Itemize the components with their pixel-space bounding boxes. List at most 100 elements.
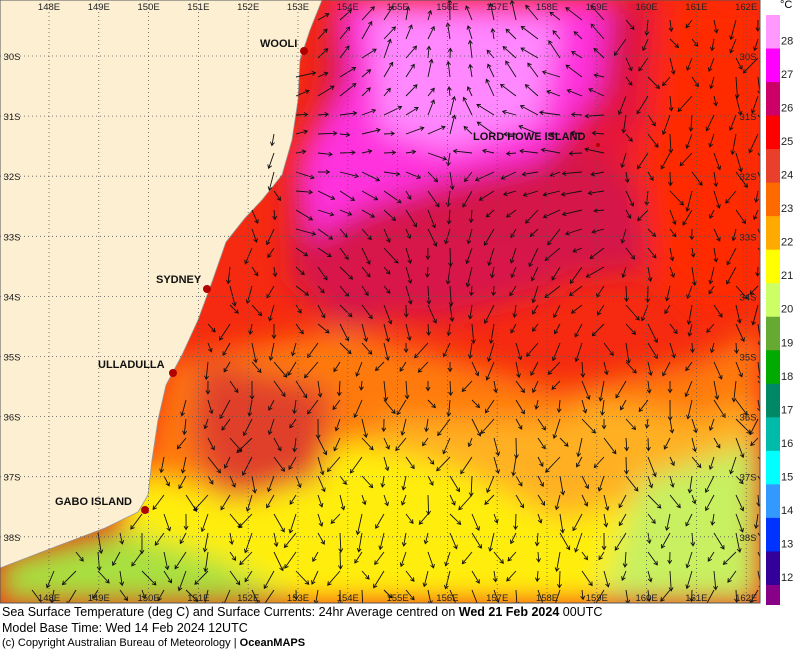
current-arrow xyxy=(229,570,241,586)
current-arrow xyxy=(383,38,392,59)
current-arrow xyxy=(449,513,462,525)
current-arrow xyxy=(405,106,419,116)
current-arrow xyxy=(660,152,671,170)
current-arrow xyxy=(383,285,391,294)
current-arrow xyxy=(317,48,329,59)
current-arrow xyxy=(663,437,671,450)
current-arrow xyxy=(690,247,696,258)
caption-date: Wed 21 Feb 2024 xyxy=(458,605,560,619)
current-arrow xyxy=(295,304,302,314)
latitude-label: 34S xyxy=(740,292,757,303)
current-arrow xyxy=(713,532,725,550)
current-arrow xyxy=(515,361,521,379)
current-arrow xyxy=(317,169,331,175)
current-arrow xyxy=(565,64,583,78)
longitude-label: 156E xyxy=(436,593,458,604)
current-arrow xyxy=(591,228,605,234)
current-arrow xyxy=(646,380,652,394)
current-arrow xyxy=(317,285,325,294)
current-arrow xyxy=(383,304,393,325)
current-arrow xyxy=(378,532,385,551)
current-arrow xyxy=(645,437,651,452)
current-arrow xyxy=(571,51,583,59)
place-marker xyxy=(300,47,308,55)
current-arrow xyxy=(593,456,605,469)
current-arrow xyxy=(735,399,748,416)
current-arrow xyxy=(159,456,165,474)
current-arrow xyxy=(229,551,237,561)
current-arrow xyxy=(470,323,476,345)
current-arrow xyxy=(268,304,275,322)
current-arrow xyxy=(112,551,121,567)
current-arrow xyxy=(476,121,495,135)
current-arrow xyxy=(271,323,277,340)
current-arrow xyxy=(647,76,661,90)
current-arrow xyxy=(405,456,415,470)
current-arrow xyxy=(361,475,374,489)
current-arrow xyxy=(471,532,482,549)
current-arrow xyxy=(568,150,583,156)
colorbar-swatch xyxy=(766,82,780,117)
current-arrow xyxy=(708,456,715,470)
current-arrow xyxy=(336,380,342,397)
colorbar-unit: °C xyxy=(780,0,792,11)
current-arrow xyxy=(573,31,583,40)
current-arrow xyxy=(267,152,275,170)
current-arrow xyxy=(222,342,231,357)
current-arrow xyxy=(229,532,234,546)
place-marker xyxy=(596,143,600,147)
current-arrow xyxy=(283,532,297,549)
current-arrow xyxy=(463,125,473,135)
current-arrow xyxy=(669,190,684,206)
current-arrow xyxy=(180,399,187,417)
current-arrow xyxy=(223,361,231,373)
current-arrow xyxy=(317,28,328,40)
current-arrow xyxy=(750,95,759,114)
current-arrow xyxy=(317,266,328,281)
current-arrow xyxy=(273,190,282,202)
current-arrow xyxy=(709,209,715,219)
current-arrow xyxy=(537,513,543,524)
current-arrow xyxy=(642,38,649,52)
current-arrow xyxy=(525,4,539,21)
colorbar-swatch xyxy=(766,383,780,418)
current-arrow xyxy=(515,475,523,487)
current-arrow xyxy=(528,247,539,268)
current-arrow xyxy=(317,130,338,136)
current-arrow xyxy=(466,25,473,40)
current-arrow xyxy=(493,437,501,457)
current-arrow xyxy=(568,285,583,297)
map-labels: 148E 148E 149E 149E 150E 150E 151E 151E 152E 152E… xyxy=(4,2,758,604)
longitude-label: 150E xyxy=(138,2,160,13)
current-arrow xyxy=(689,228,695,241)
current-arrow xyxy=(131,551,143,567)
current-arrow xyxy=(757,114,760,122)
current-arrow xyxy=(422,570,429,588)
current-arrow xyxy=(176,437,187,450)
current-arrow xyxy=(355,361,363,377)
current-arrow xyxy=(519,148,539,154)
current-arrow xyxy=(66,589,77,603)
current-arrow xyxy=(339,9,353,21)
current-arrow xyxy=(576,456,583,468)
place-label: ULLADULLA xyxy=(98,359,165,371)
current-arrow xyxy=(471,570,480,584)
current-arrow xyxy=(748,133,759,154)
current-arrow xyxy=(625,247,636,260)
current-arrows xyxy=(31,0,760,603)
current-arrow xyxy=(229,285,237,307)
current-arrow xyxy=(437,418,451,437)
current-arrow xyxy=(405,570,415,582)
current-arrow xyxy=(374,361,385,372)
current-arrow xyxy=(646,589,652,602)
current-arrow xyxy=(426,494,431,516)
current-arrow xyxy=(295,247,309,257)
current-arrow xyxy=(458,494,473,511)
current-arrow xyxy=(638,399,649,413)
current-arrow xyxy=(713,19,719,34)
colorbar-swatch xyxy=(766,182,780,217)
current-arrow xyxy=(537,437,546,450)
current-arrow xyxy=(708,285,715,295)
current-arrow xyxy=(465,5,473,21)
current-arrow xyxy=(383,209,397,222)
